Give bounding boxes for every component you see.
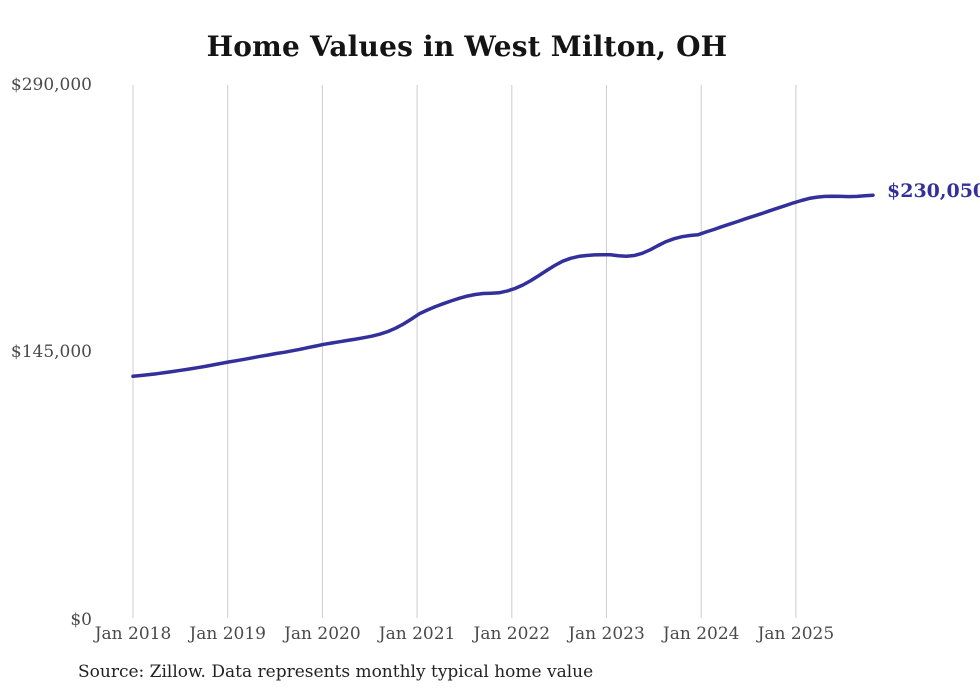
x-tick-label: Jan 2023	[568, 624, 645, 644]
x-tick-label: Jan 2019	[189, 624, 266, 644]
y-tick-label: $290,000	[10, 74, 92, 95]
y-tick-label: $0	[70, 610, 92, 630]
home-value-line	[131, 193, 875, 379]
x-tick-label: Jan 2022	[473, 624, 551, 644]
x-tick-label: Jan 2025	[757, 624, 835, 644]
x-tick-label: Jan 2020	[284, 624, 361, 644]
x-tick-label: Jan 2024	[662, 624, 740, 644]
x-tick-label: Jan 2021	[378, 624, 456, 644]
chart-title: Home Values in West Milton, OH	[206, 30, 728, 63]
end-value-label: $230,050	[887, 180, 980, 203]
x-tick-label: Jan 2018	[94, 624, 172, 644]
source-note: Source: Zillow. Data represents monthly …	[78, 662, 594, 682]
y-tick-label: $145,000	[10, 342, 92, 363]
